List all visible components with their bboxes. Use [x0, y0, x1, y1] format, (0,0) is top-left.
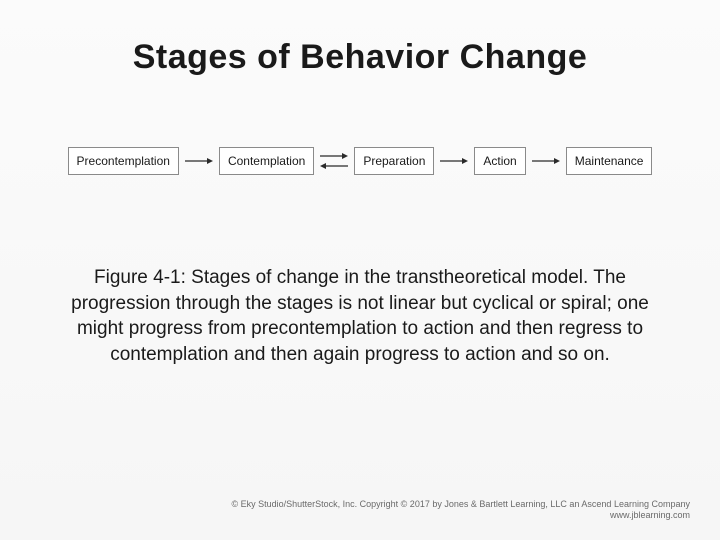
stage-precontemplation: Precontemplation — [68, 147, 179, 175]
arrow-left-icon — [320, 162, 348, 170]
slide-title: Stages of Behavior Change — [40, 38, 680, 77]
arrow-right-icon — [440, 157, 468, 165]
slide: Stages of Behavior Change Precontemplati… — [0, 0, 720, 540]
stage-maintenance: Maintenance — [566, 147, 653, 175]
copyright-line-2: www.jblearning.com — [231, 510, 690, 522]
stage-contemplation: Contemplation — [219, 147, 314, 175]
arrow-right-icon — [185, 157, 213, 165]
copyright-line-1: © Eky Studio/ShutterStock, Inc. Copyrigh… — [231, 499, 690, 511]
stages-diagram: Precontemplation Contemplation Preparati… — [40, 147, 680, 175]
stage-action: Action — [474, 147, 525, 175]
arrow-2-bidir — [320, 152, 348, 170]
arrow-1 — [185, 157, 213, 165]
arrow-right-icon — [532, 157, 560, 165]
copyright: © Eky Studio/ShutterStock, Inc. Copyrigh… — [231, 499, 690, 522]
arrow-right-icon — [320, 152, 348, 160]
arrow-4 — [532, 157, 560, 165]
figure-caption: Figure 4-1: Stages of change in the tran… — [40, 265, 680, 368]
stage-preparation: Preparation — [354, 147, 434, 175]
arrow-3 — [440, 157, 468, 165]
